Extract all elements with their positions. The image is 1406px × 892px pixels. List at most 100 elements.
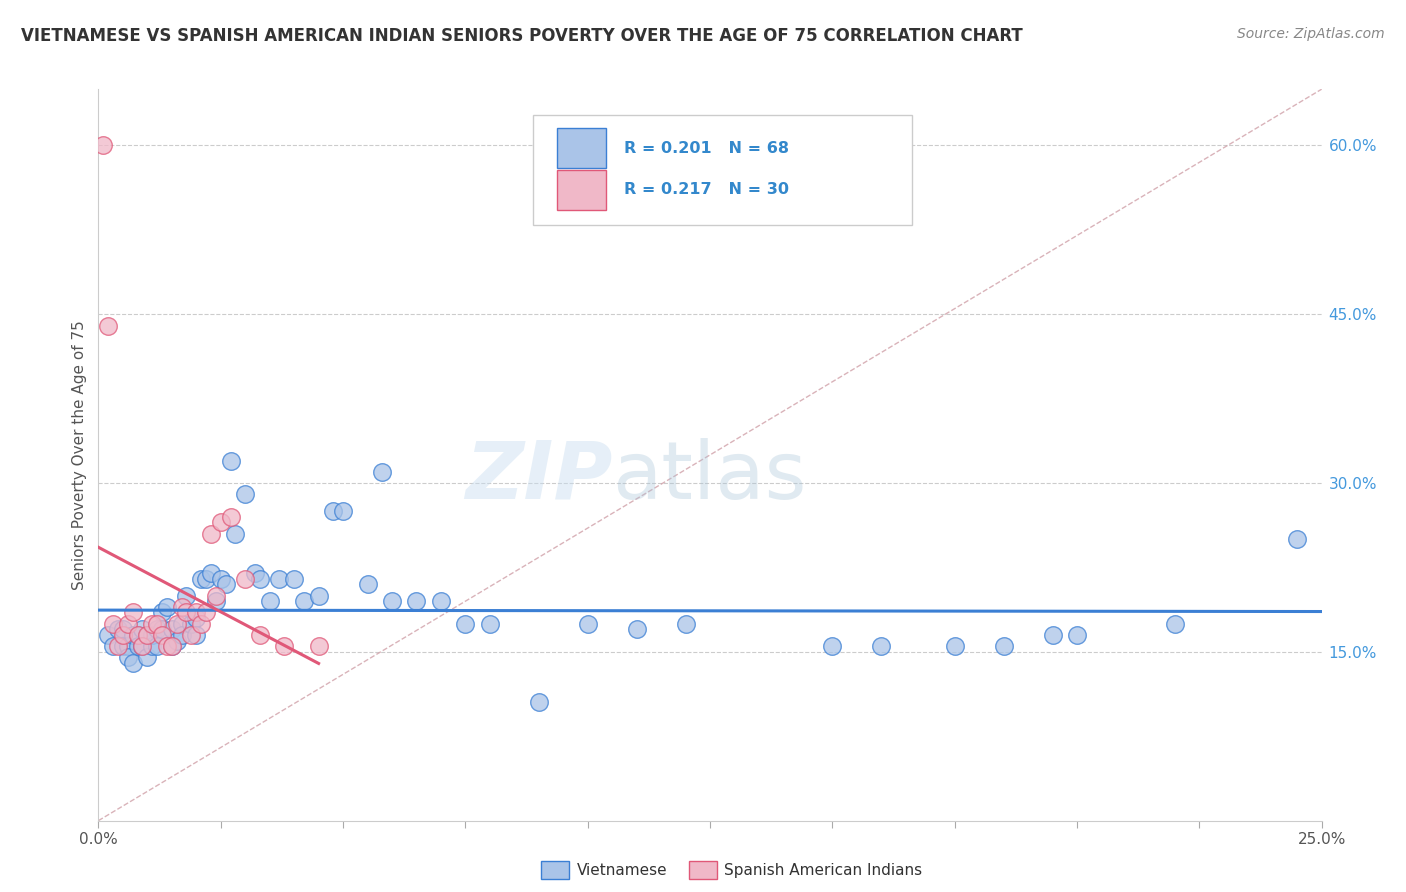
Text: Spanish American Indians: Spanish American Indians: [724, 863, 922, 878]
Point: [186, 628, 208, 642]
Point: [224, 526, 246, 541]
Point: [160, 639, 183, 653]
Point: [1066, 628, 1088, 642]
Text: VIETNAMESE VS SPANISH AMERICAN INDIAN SENIORS POVERTY OVER THE AGE OF 75 CORRELA: VIETNAMESE VS SPANISH AMERICAN INDIAN SE…: [21, 27, 1022, 45]
Point: [107, 639, 129, 653]
Point: [127, 639, 149, 653]
Point: [1286, 533, 1309, 547]
Point: [146, 623, 169, 637]
Point: [870, 639, 893, 653]
Point: [243, 566, 266, 580]
Point: [107, 623, 129, 637]
Point: [101, 639, 124, 653]
Point: [141, 616, 163, 631]
Point: [943, 639, 966, 653]
Point: [111, 628, 134, 642]
Point: [186, 611, 208, 625]
Point: [993, 639, 1015, 653]
Point: [156, 639, 179, 653]
Point: [166, 616, 188, 631]
Point: [121, 628, 143, 642]
Point: [127, 628, 149, 642]
Text: atlas: atlas: [612, 438, 807, 516]
Text: R = 0.201   N = 68: R = 0.201 N = 68: [624, 141, 789, 155]
Point: [283, 572, 305, 586]
Y-axis label: Seniors Poverty Over the Age of 75: Seniors Poverty Over the Age of 75: [72, 320, 87, 590]
FancyBboxPatch shape: [533, 115, 912, 225]
Point: [478, 616, 501, 631]
Point: [269, 572, 291, 586]
Point: [170, 599, 193, 614]
Point: [308, 589, 330, 603]
Point: [180, 628, 202, 642]
Point: [101, 616, 124, 631]
Point: [91, 138, 114, 153]
Point: [249, 572, 271, 586]
Point: [219, 453, 242, 467]
Point: [209, 572, 232, 586]
Text: Vietnamese: Vietnamese: [576, 863, 666, 878]
Point: [292, 594, 315, 608]
Bar: [557, 169, 606, 210]
Point: [121, 656, 143, 670]
Point: [430, 594, 453, 608]
Point: [176, 589, 198, 603]
Point: [97, 318, 120, 333]
Text: ZIP: ZIP: [465, 438, 612, 516]
Point: [160, 639, 183, 653]
Point: [332, 504, 354, 518]
Bar: [557, 128, 606, 169]
Point: [675, 616, 697, 631]
Point: [249, 628, 271, 642]
Point: [136, 628, 159, 642]
Point: [527, 696, 550, 710]
Point: [371, 465, 394, 479]
Point: [405, 594, 427, 608]
Point: [273, 639, 295, 653]
Point: [111, 623, 134, 637]
Point: [150, 628, 173, 642]
Point: [1042, 628, 1064, 642]
Point: [156, 599, 179, 614]
Point: [136, 628, 159, 642]
Point: [190, 572, 212, 586]
Point: [356, 577, 378, 591]
Point: [97, 628, 120, 642]
Point: [259, 594, 281, 608]
Point: [195, 606, 218, 620]
Point: [1164, 616, 1187, 631]
Point: [160, 623, 183, 637]
Point: [141, 639, 163, 653]
Point: [166, 633, 188, 648]
Point: [146, 616, 169, 631]
Point: [117, 639, 139, 653]
Point: [200, 526, 222, 541]
Point: [381, 594, 404, 608]
Point: [131, 623, 153, 637]
Point: [131, 639, 153, 653]
Point: [117, 616, 139, 631]
Point: [219, 509, 242, 524]
Point: [170, 616, 193, 631]
Point: [121, 606, 143, 620]
Text: Source: ZipAtlas.com: Source: ZipAtlas.com: [1237, 27, 1385, 41]
Point: [111, 639, 134, 653]
Point: [190, 616, 212, 631]
Point: [195, 572, 218, 586]
Point: [170, 628, 193, 642]
Point: [180, 616, 202, 631]
Point: [150, 606, 173, 620]
Point: [322, 504, 344, 518]
Point: [209, 516, 232, 530]
Point: [214, 577, 236, 591]
Point: [127, 628, 149, 642]
Text: R = 0.217   N = 30: R = 0.217 N = 30: [624, 182, 789, 197]
Point: [146, 639, 169, 653]
Point: [205, 594, 228, 608]
Point: [576, 616, 599, 631]
Point: [308, 639, 330, 653]
Point: [141, 628, 163, 642]
Point: [131, 639, 153, 653]
Point: [821, 639, 844, 653]
Point: [176, 606, 198, 620]
